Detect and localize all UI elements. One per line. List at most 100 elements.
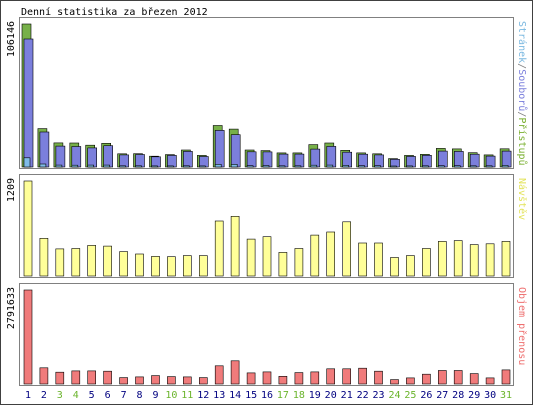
panel-frame-transfer (19, 283, 514, 386)
bar-traffic-stránek (214, 164, 222, 168)
day-label: 24 (388, 390, 400, 401)
day-label: 3 (57, 390, 63, 401)
day-label: 8 (136, 390, 142, 401)
bar-traffic-souborů (310, 148, 321, 168)
day-label: 26 (420, 390, 432, 401)
bar-visits-návštěv (183, 255, 192, 277)
bar-traffic-souborů (501, 150, 512, 168)
day-label: 27 (436, 390, 448, 401)
side-label-part: Návštěv (516, 178, 528, 220)
side-label-part: Souborů (516, 69, 528, 111)
bar-traffic-stránek (151, 165, 158, 168)
bar-traffic-souborů (437, 150, 448, 168)
bar-traffic-souborů (135, 154, 145, 168)
day-label: 15 (245, 390, 257, 401)
side-label-part: Přístupů (516, 117, 528, 165)
panel-visits: 1209 Návštěv (6, 174, 528, 278)
bar-traffic-stránek (278, 165, 286, 168)
bar-transfer-objem-přenosu (199, 377, 208, 385)
panel-transfer: 2791633 Objem přenosu (6, 283, 528, 386)
bar-visits-návštěv (71, 248, 81, 277)
bar-transfer-objem-přenosu (23, 289, 33, 385)
side-label-part: Objem přenosu (516, 287, 528, 365)
bar-visits-návštěv (87, 245, 96, 277)
bar-visits-návštěv (214, 220, 224, 277)
bar-visits-návštěv (501, 241, 511, 277)
bar-visits-návštěv (167, 256, 176, 277)
bar-transfer-objem-přenosu (167, 376, 176, 385)
day-label: 30 (484, 390, 496, 401)
bar-transfer-objem-přenosu (135, 376, 144, 385)
bar-traffic-stránek (71, 164, 79, 168)
bar-transfer-objem-přenosu (39, 367, 49, 385)
day-label: 9 (152, 390, 158, 401)
bar-traffic-stránek (358, 165, 365, 168)
bar-visits-návštěv (358, 242, 367, 277)
bar-traffic-stránek (469, 165, 477, 168)
bar-visits-návštěv (469, 244, 479, 277)
bar-traffic-souborů (469, 153, 480, 168)
bar-transfer-objem-přenosu (485, 377, 495, 385)
day-label: 11 (181, 390, 193, 401)
bar-visits-návštěv (342, 221, 352, 277)
day-label: 12 (197, 390, 209, 401)
bar-traffic-stránek (422, 165, 429, 168)
bar-visits-návštěv (453, 240, 463, 277)
side-label-part: Stránek (516, 21, 528, 63)
bar-traffic-souborů (422, 155, 432, 168)
day-label: 13 (213, 390, 225, 401)
bar-visits-návštěv (390, 257, 399, 277)
bar-transfer-objem-přenosu (390, 379, 399, 385)
bar-traffic-souborů (87, 147, 97, 168)
bar-visits-návštěv (39, 238, 49, 277)
bar-traffic-stránek (23, 157, 31, 168)
bar-visits-návštěv (278, 252, 288, 277)
bar-traffic-souborů (199, 156, 209, 168)
bar-traffic-souborů (453, 151, 464, 168)
bar-traffic-stránek (310, 164, 318, 168)
bar-traffic-souborů (358, 153, 368, 168)
day-label: 14 (229, 390, 241, 401)
bar-transfer-objem-přenosu (214, 365, 224, 385)
bar-traffic-souborů (71, 146, 82, 168)
bar-transfer-objem-přenosu (151, 375, 160, 385)
day-label: 22 (357, 390, 369, 401)
bar-traffic-souborů (294, 153, 305, 168)
ymax-label-traffic: 106146 (6, 21, 17, 57)
bar-traffic-souborů (278, 153, 289, 168)
bar-traffic-souborů (485, 155, 496, 168)
day-label: 31 (500, 390, 512, 401)
day-label: 29 (468, 390, 480, 401)
bar-transfer-objem-přenosu (103, 370, 112, 385)
bar-traffic-souborů (39, 131, 50, 168)
bar-traffic-stránek (183, 165, 190, 168)
side-label-visits: Návštěv (516, 178, 528, 220)
bar-traffic-souborů (230, 134, 241, 168)
bar-transfer-objem-přenosu (374, 370, 383, 385)
ymax-label-transfer: 2791633 (6, 287, 17, 329)
bar-traffic-souborů (374, 154, 384, 168)
bar-traffic-souborů (246, 151, 257, 168)
bar-visits-návštěv (437, 241, 447, 277)
bar-traffic-stránek (294, 165, 302, 168)
bar-traffic-souborů (342, 151, 353, 168)
bar-traffic-stránek (167, 165, 174, 168)
bar-traffic-stránek (246, 165, 254, 168)
bar-traffic-stránek (103, 164, 110, 168)
day-label: 7 (121, 390, 127, 401)
bar-traffic-stránek (262, 165, 270, 168)
bar-transfer-objem-přenosu (501, 369, 511, 385)
bar-visits-návštěv (103, 245, 112, 277)
bar-traffic-souborů (167, 155, 177, 168)
bar-transfer-objem-přenosu (230, 360, 240, 385)
bar-transfer-objem-přenosu (358, 367, 367, 385)
day-label: 23 (372, 390, 384, 401)
bar-visits-návštěv (310, 234, 320, 277)
bar-visits-návštěv (230, 216, 240, 277)
bar-transfer-objem-přenosu (183, 376, 192, 385)
bar-traffic-stránek (453, 165, 461, 168)
bar-visits-návštěv (294, 248, 304, 277)
bar-transfer-objem-přenosu (278, 375, 288, 385)
day-label: 4 (73, 390, 79, 401)
